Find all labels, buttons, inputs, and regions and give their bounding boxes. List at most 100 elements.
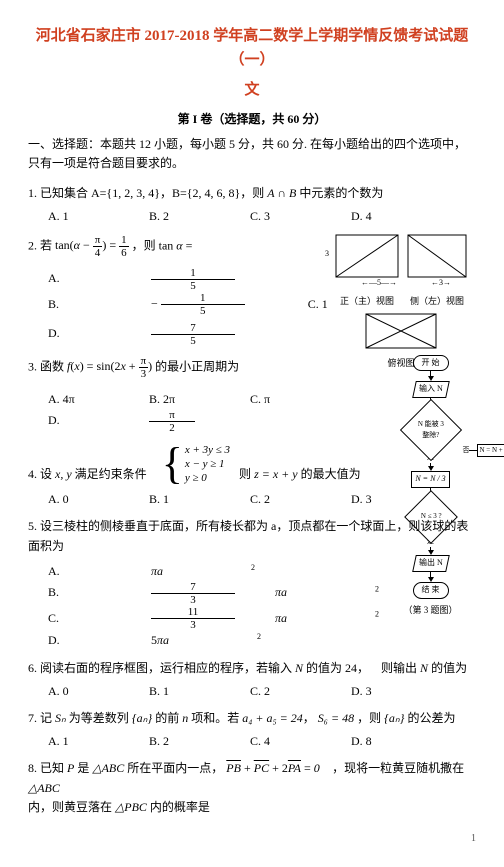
- q3-lead: 3. 函数: [28, 359, 64, 373]
- q8-tri1: △ABC: [92, 761, 124, 775]
- front-view-icon: [335, 234, 399, 278]
- q7-cond1: a₄ + a₅ = 24: [242, 711, 303, 725]
- q7-an: {aₙ}: [132, 711, 152, 725]
- q3-opt-b: B. 2π: [149, 390, 191, 409]
- q4-lead: 4. 设: [28, 467, 52, 481]
- q8-eq: PB + PC + 2PA = 0⃗: [226, 761, 329, 775]
- q4-c3: y ≥ 0: [185, 471, 230, 485]
- question-3: 3. 函数 f(x) = sin(2x + π3) 的最小正周期为 A. 4π …: [28, 355, 476, 435]
- q4-target-b: 的最大值为: [301, 467, 361, 481]
- side-view-icon: [407, 234, 467, 278]
- q8-tail-b: 内，则黄豆落在: [28, 800, 112, 814]
- side-view-label: 侧（左）视图: [407, 294, 467, 308]
- question-5: 5. 设三棱柱的侧棱垂直于底面，所有棱长都为 a，顶点都在一个球面上，则该球的表…: [28, 517, 476, 650]
- q8-mid-b: 所在平面内一点，: [127, 761, 223, 775]
- q1-opt-c: C. 3: [250, 207, 292, 226]
- section-header: 第 I 卷（选择题，共 60 分）: [28, 110, 476, 129]
- question-4: 4. 设 x, y 满足约束条件 { x + 3y ≤ 3 x − y ≥ 1 …: [28, 442, 476, 509]
- q2-opt-d: D. 75: [48, 322, 275, 347]
- q4-opt-a: A. 0: [48, 490, 90, 509]
- q7-options: A. 1 B. 2 C. 4 D. 8: [48, 732, 476, 751]
- q8-tri2: △ABC: [28, 781, 60, 795]
- q5-opt-a: A. πa2: [48, 562, 255, 581]
- q4-target-a: 则: [239, 467, 251, 481]
- q5-opt-d: D. 5πa2: [48, 631, 261, 650]
- q4-target-fn: z = x + y: [254, 467, 298, 481]
- q8-P: P: [67, 761, 74, 775]
- q5-options: A. πa2 B. 73πa2 C. 113πa2 D. 5πa2: [48, 562, 476, 651]
- question-6: 6. 阅读右面的程序框图，运行相应的程序，若输入 N 的值为 24， 则输出 N…: [28, 659, 476, 701]
- q4-options: A. 0 B. 1 C. 2 D. 3: [48, 490, 476, 509]
- q7-lead: 7. 记: [28, 711, 52, 725]
- q7-opt-b: B. 2: [149, 732, 191, 751]
- question-8: 8. 已知 P 是 △ABC 所在平面内一点， PB + PC + 2PA = …: [28, 759, 476, 817]
- question-2: 2. 若 tan(α − π4) = 16 ，则 tan α = A. 15 B…: [28, 234, 476, 347]
- q8-tail-c: 内的概率是: [150, 800, 210, 814]
- q1-opt-b: B. 2: [149, 207, 191, 226]
- q7-opt-d: D. 8: [351, 732, 393, 751]
- q6-opt-b: B. 1: [149, 682, 191, 701]
- q6-stem-b: 的值为 24， 则输出: [306, 661, 417, 675]
- q6-stem-a: 6. 阅读右面的程序框图，运行相应的程序，若输入: [28, 661, 292, 675]
- q2-eq-rhs: tan α =: [159, 238, 193, 252]
- q2-opt-a: A. 15: [48, 267, 275, 292]
- q7-mid-a: 为等差数列: [69, 711, 129, 725]
- q5-opt-b: B. 73πa2: [48, 581, 379, 606]
- q5-stem: 5. 设三棱柱的侧棱垂直于底面，所有棱长都为 a，顶点都在一个球面上，则该球的表…: [28, 519, 468, 552]
- q6-stem-c: 的值为: [431, 661, 467, 675]
- q4-c2: x − y ≥ 1: [185, 457, 230, 471]
- question-1: 1. 已知集合 A={1, 2, 3, 4}，B={2, 4, 6, 8}，则 …: [28, 184, 476, 226]
- page-title: 河北省石家庄市 2017-2018 学年高二数学上学期学情反馈考试试题（一）: [28, 24, 476, 72]
- q7-mid-b: 的前: [155, 711, 179, 725]
- three-views-figure: ←—5—→ 3 正（主）视图 ←3→ 侧（左）视图 俯视图: [326, 234, 476, 370]
- q3-opt-a: A. 4π: [48, 390, 90, 409]
- q2-eq-lhs: tan(α − π4) = 16: [55, 238, 129, 252]
- q1-stem-b: 中元素的个数为: [299, 186, 383, 200]
- question-7: 7. 记 Sₙ 为等差数列 {aₙ} 的前 n 项和。若 a₄ + a₅ = 2…: [28, 709, 476, 751]
- q2-opt-b: B. − 15: [48, 292, 285, 317]
- q4-mid: 满足约束条件: [75, 467, 147, 481]
- q7-opt-a: A. 1: [48, 732, 90, 751]
- flow-start: 开 始: [413, 355, 449, 372]
- q7-an2: {aₙ}: [384, 711, 404, 725]
- q4-opt-c: C. 2: [250, 490, 292, 509]
- q6-opt-a: A. 0: [48, 682, 90, 701]
- q7-mid-c: 项和。若: [191, 711, 239, 725]
- q7-opt-c: C. 4: [250, 732, 292, 751]
- intro-text: 一、选择题：本题共 12 小题，每小题 5 分，共 60 分. 在每小题给出的四…: [28, 135, 476, 173]
- q1-set-op: A ∩ B: [267, 186, 296, 200]
- q1-stem-a: 1. 已知集合 A={1, 2, 3, 4}，B={2, 4, 6, 8}，则: [28, 186, 264, 200]
- q7-Sn: Sₙ: [55, 711, 66, 725]
- top-view-icon: [365, 313, 437, 349]
- q3-opt-d: D. π2: [48, 409, 307, 434]
- q7-n: n: [182, 711, 188, 725]
- flow-step: N = N + 1: [477, 444, 504, 457]
- page-number: 1: [28, 831, 476, 847]
- q4-opt-d: D. 3: [351, 490, 393, 509]
- q1-opt-a: A. 1: [48, 207, 90, 226]
- q8-tail-a: ，现将一粒黄豆随机撒在: [332, 761, 464, 775]
- q3-func: f(x) = sin(2x + π3): [67, 359, 152, 373]
- q6-N-2: N: [420, 661, 428, 675]
- front-view-label: 正（主）视图: [335, 294, 399, 308]
- q6-N-1: N: [295, 661, 303, 675]
- q5-opt-c: C. 113πa2: [48, 606, 379, 631]
- q6-opt-d: D. 3: [351, 682, 393, 701]
- q1-options: A. 1 B. 2 C. 3 D. 4: [48, 207, 476, 226]
- q6-options: A. 0 B. 1 C. 2 D. 3: [48, 682, 476, 701]
- page-subtitle: 文: [28, 78, 476, 102]
- q4-c1: x + 3y ≤ 3: [185, 443, 230, 457]
- q2-lead: 2. 若: [28, 238, 52, 252]
- q2-mid: ，则: [132, 238, 156, 252]
- q8-lead: 8. 已知: [28, 761, 64, 775]
- q3-tail: 的最小正周期为: [155, 359, 239, 373]
- q4-vars: x, y: [55, 467, 72, 481]
- q3-opt-c: C. π: [250, 390, 292, 409]
- q8-mid-a: 是: [77, 761, 89, 775]
- q6-opt-c: C. 2: [250, 682, 292, 701]
- q7-cond2: S₆ = 48: [318, 711, 354, 725]
- q4-constraints: { x + 3y ≤ 3 x − y ≥ 1 y ≥ 0: [162, 442, 230, 486]
- flow-input: 输入 N: [412, 381, 449, 398]
- q7-tail2: 的公差为: [407, 711, 455, 725]
- q4-opt-b: B. 1: [149, 490, 191, 509]
